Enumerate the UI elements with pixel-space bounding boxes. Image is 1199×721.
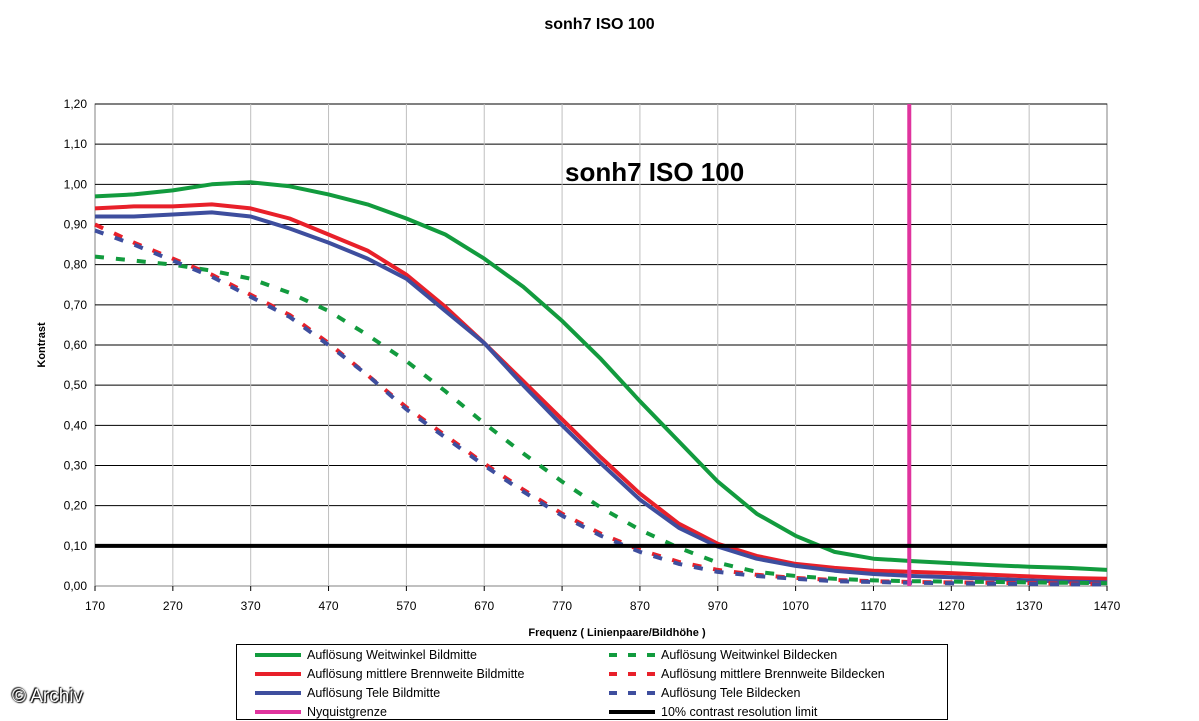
series-line-0 bbox=[94, 180, 1108, 572]
legend-swatch bbox=[609, 710, 655, 714]
y-axis-label: Kontrast bbox=[36, 322, 48, 368]
series-line-1 bbox=[94, 202, 1108, 581]
legend-swatch bbox=[255, 710, 301, 714]
legend-swatch bbox=[609, 691, 655, 695]
legend-label: Auflösung Tele Bildmitte bbox=[307, 686, 441, 700]
x-tick-label: 1370 bbox=[1016, 599, 1043, 613]
y-tick-label: 0,00 bbox=[64, 579, 88, 593]
legend-swatch bbox=[255, 691, 301, 695]
legend-swatch bbox=[255, 672, 301, 676]
y-tick-label: 0,60 bbox=[64, 338, 88, 352]
series-line-2 bbox=[95, 210, 1108, 585]
legend-swatch bbox=[609, 653, 655, 657]
legend-label: Auflösung mittlere Brennweite Bildmitte bbox=[307, 667, 525, 681]
x-tick-label: 370 bbox=[241, 599, 261, 613]
chart-legend: Auflösung Weitwinkel Bildmitte Auflösung … bbox=[236, 644, 948, 720]
y-tick-label: 0,20 bbox=[64, 499, 88, 513]
y-tick-label: 1,00 bbox=[64, 177, 88, 191]
legend-label: Auflösung Weitwinkel Bildecken bbox=[661, 648, 838, 662]
legend-swatch bbox=[255, 653, 301, 657]
x-axis-label: Frequenz ( Linienpaare/Bildhöhe ) bbox=[528, 627, 706, 639]
y-tick-label: 0,90 bbox=[64, 218, 88, 232]
x-tick-label: 270 bbox=[163, 599, 183, 613]
x-tick-label: 770 bbox=[552, 599, 572, 613]
legend-label: Auflösung Tele Bildecken bbox=[661, 686, 801, 700]
legend-label: Auflösung mittlere Brennweite Bildecken bbox=[661, 667, 885, 681]
y-tick-label: 0,10 bbox=[64, 539, 88, 553]
y-tick-label: 0,50 bbox=[64, 378, 88, 392]
y-tick-label: 0,30 bbox=[64, 459, 88, 473]
archiv-watermark: © Archiv bbox=[12, 686, 84, 707]
chart-inner-title: sonh7 ISO 100 bbox=[565, 157, 745, 187]
y-tick-label: 1,20 bbox=[64, 97, 88, 111]
x-tick-label: 1170 bbox=[861, 599, 887, 613]
x-tick-label: 570 bbox=[396, 599, 416, 613]
legend-label: Nyquistgrenze bbox=[307, 705, 387, 719]
x-tick-label: 870 bbox=[630, 599, 650, 613]
legend-label: 10% contrast resolution limit bbox=[661, 705, 818, 719]
y-tick-label: 0,70 bbox=[64, 298, 88, 312]
x-tick-label: 1070 bbox=[782, 599, 809, 613]
y-tick-label: 0,80 bbox=[64, 258, 88, 272]
x-tick-label: 1470 bbox=[1094, 599, 1121, 613]
series-line-5 bbox=[94, 228, 1107, 587]
y-tick-label: 1,10 bbox=[64, 137, 88, 151]
chart-title: sonh7 ISO 100 bbox=[544, 16, 655, 33]
x-tick-label: 170 bbox=[85, 599, 105, 613]
x-tick-label: 470 bbox=[319, 599, 339, 613]
x-tick-label: 970 bbox=[708, 599, 728, 613]
y-tick-label: 0,40 bbox=[64, 418, 88, 432]
series-line-3 bbox=[94, 254, 1108, 586]
x-tick-label: 670 bbox=[474, 599, 494, 613]
legend-swatch bbox=[609, 672, 655, 676]
x-tick-label: 1270 bbox=[938, 599, 965, 613]
legend-label: Auflösung Weitwinkel Bildmitte bbox=[307, 648, 477, 662]
